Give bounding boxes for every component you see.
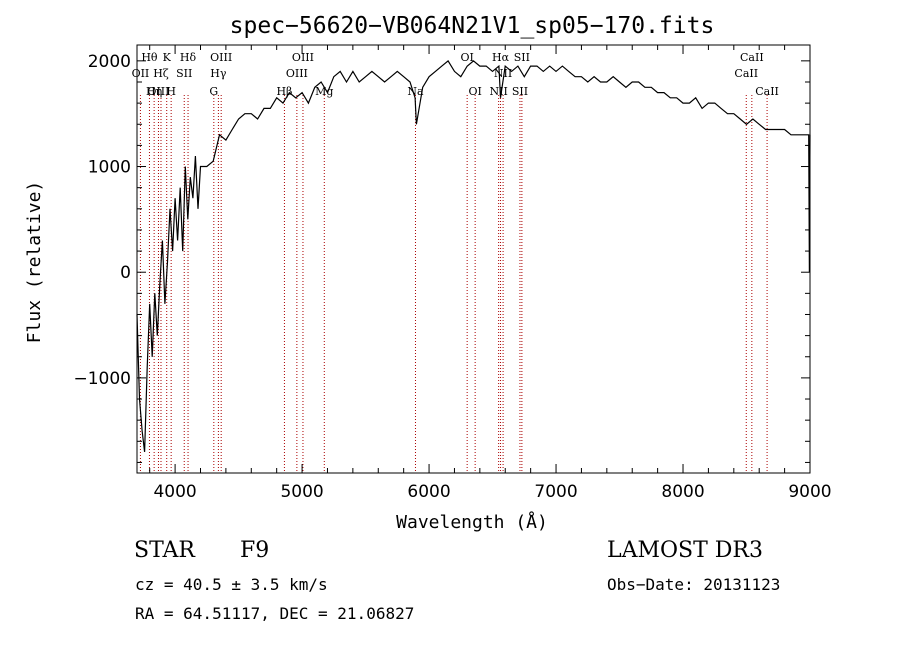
line-label: H	[166, 85, 176, 98]
line-label: NII	[494, 67, 512, 80]
x-tick-label: 5000	[280, 482, 323, 502]
y-tick-label: 0	[120, 263, 131, 283]
y-tick-label: −1000	[73, 369, 131, 389]
line-label: Na	[407, 85, 424, 98]
chart-title: spec−56620−VB064N21V1_sp05−170.fits	[230, 13, 715, 39]
line-label: OIII	[286, 67, 308, 80]
x-tick-label: 6000	[407, 482, 450, 502]
obs-date: Obs−Date: 20131123	[607, 575, 781, 594]
line-label: SII	[512, 85, 528, 98]
line-label: Hζ	[153, 67, 169, 80]
x-tick-label: 9000	[788, 482, 831, 502]
line-label: CaII	[755, 85, 779, 98]
line-label: CaII	[734, 67, 758, 80]
line-label: Hη	[146, 85, 162, 98]
line-label: OIII	[147, 85, 169, 98]
line-label: SII	[514, 51, 530, 64]
spectrum-line	[136, 59, 811, 452]
y-axis-label: Flux (relative)	[24, 181, 45, 344]
x-tick-label: 7000	[534, 482, 577, 502]
x-tick-label: 8000	[661, 482, 704, 502]
line-label: NII	[489, 85, 507, 98]
line-label: Hγ	[210, 67, 227, 80]
x-axis-label: Wavelength (Å)	[396, 511, 548, 533]
redshift-cz: cz = 40.5 ± 3.5 km/s	[135, 575, 328, 594]
line-label: OI	[460, 51, 473, 64]
line-label: OII	[132, 67, 150, 80]
line-label: OI	[468, 85, 481, 98]
line-label: K	[163, 51, 172, 64]
line-label: OIII	[210, 51, 232, 64]
y-tick-label: 2000	[88, 52, 131, 72]
x-tick-label: 4000	[153, 482, 196, 502]
survey-name: LAMOST DR3	[607, 538, 763, 563]
object-subclass: F9	[240, 538, 270, 563]
line-label: G	[209, 85, 218, 98]
plot-frame	[136, 44, 811, 474]
line-label: Hβ	[276, 85, 292, 98]
line-label: CaII	[740, 51, 764, 64]
line-label: SII	[176, 67, 192, 80]
y-tick-label: 1000	[88, 158, 131, 178]
line-label: Hδ	[180, 51, 197, 64]
line-label: Hθ	[141, 51, 158, 64]
line-label: Hα	[492, 51, 510, 64]
coordinates: RA = 64.51117, DEC = 21.06827	[135, 604, 415, 623]
line-label: Mg	[315, 85, 333, 98]
line-label: OIII	[292, 51, 314, 64]
object-class: STAR	[134, 538, 195, 563]
